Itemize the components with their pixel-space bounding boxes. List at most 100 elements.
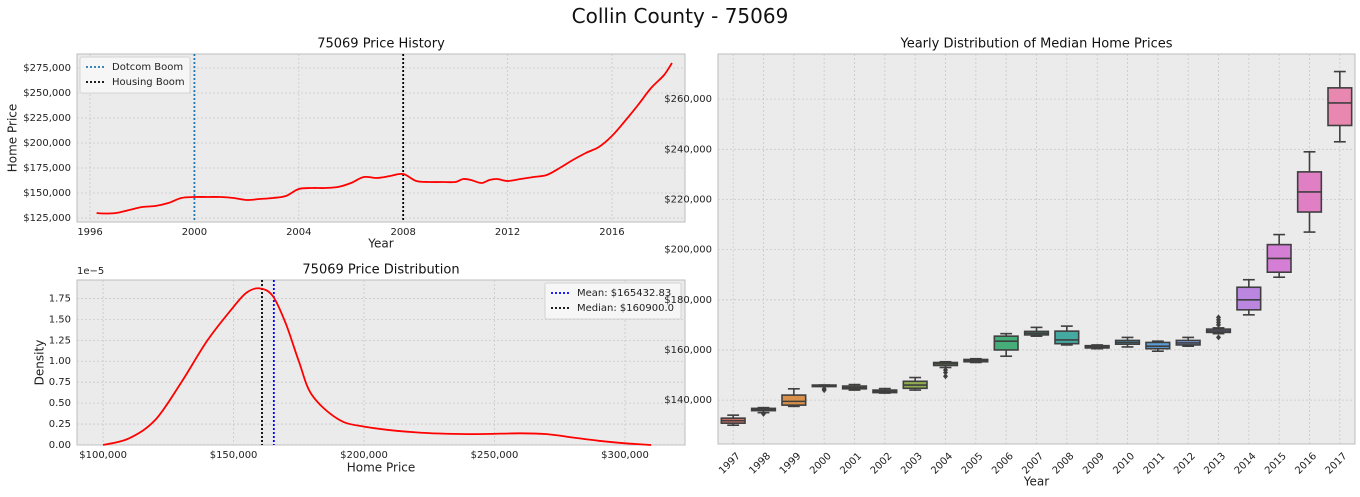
outlier-point <box>1216 314 1221 321</box>
y-tick-label: $225,000 <box>23 113 71 124</box>
box-2003 <box>902 376 928 391</box>
x-tick-label: $200,000 <box>340 450 388 461</box>
x-tick-label: $250,000 <box>471 450 519 461</box>
figure-title: Collin County - 75069 <box>571 4 789 28</box>
x-tick-label: 1999 <box>778 451 804 477</box>
box-1997 <box>720 414 746 426</box>
outlier-point <box>943 373 948 380</box>
x-axis-label: Year <box>1023 475 1049 489</box>
y-offset-label: 1e−5 <box>77 266 104 277</box>
box-1999 <box>781 388 807 408</box>
legend-box <box>544 282 682 320</box>
box-2002 <box>872 387 898 394</box>
outlier-point <box>1216 334 1221 341</box>
x-tick-label: 2004 <box>286 227 311 238</box>
x-tick-label: 2017 <box>1324 451 1350 477</box>
outlier-point <box>943 369 948 376</box>
x-axis-label: Year <box>367 237 393 251</box>
box-2001 <box>841 383 868 391</box>
x-tick-label: 2010 <box>1111 451 1137 477</box>
y-tick-label: 0.50 <box>49 398 71 409</box>
x-tick-label: 2013 <box>1202 451 1228 477</box>
x-tick-label: 2007 <box>1020 451 1046 477</box>
box-2000 <box>811 384 837 394</box>
box-2005 <box>963 357 989 364</box>
x-tick-label: 1998 <box>747 451 773 477</box>
box-2011 <box>1145 340 1171 353</box>
y-tick-label: $150,000 <box>23 188 71 199</box>
x-tick-label: 2016 <box>599 227 624 238</box>
y-axis-label: Home Price <box>6 104 20 173</box>
x-tick-label: 2016 <box>1293 451 1319 477</box>
x-tick-label: $150,000 <box>210 450 258 461</box>
y-tick-label: $240,000 <box>664 144 712 155</box>
y-tick-label: $260,000 <box>664 94 712 105</box>
legend-label: Mean: $165432.83 <box>577 288 671 299</box>
legend-label: Dotcom Boom <box>112 62 183 73</box>
box-1998 <box>750 406 777 417</box>
box-2013 <box>1205 314 1232 341</box>
box-2012 <box>1175 336 1201 347</box>
box-2006 <box>993 332 1019 358</box>
y-tick-label: $200,000 <box>664 245 712 256</box>
outlier-point <box>821 387 827 394</box>
y-tick-label: $250,000 <box>23 88 71 99</box>
x-tick-label: 2015 <box>1263 451 1289 477</box>
y-tick-label: 0.25 <box>49 419 71 430</box>
x-tick-label: 2008 <box>1051 451 1077 477</box>
y-tick-label: 1.25 <box>49 335 71 346</box>
box-2015 <box>1266 233 1292 279</box>
y-tick-label: 0.00 <box>49 440 71 451</box>
series-line <box>96 62 673 215</box>
box-2016 <box>1296 151 1323 233</box>
x-tick-label: 2012 <box>1172 451 1198 477</box>
x-tick-label: 2000 <box>808 451 834 477</box>
iqr-box <box>993 335 1019 351</box>
box-2008 <box>1054 325 1080 346</box>
y-tick-label: $220,000 <box>664 194 712 205</box>
x-tick-label: 2012 <box>495 227 520 238</box>
x-tick-label: 2004 <box>929 451 955 477</box>
x-tick-label: 2006 <box>990 451 1016 477</box>
y-tick-label: $275,000 <box>23 63 71 74</box>
box-2010 <box>1114 336 1141 348</box>
chart-title-2: Yearly Distribution of Median Home Price… <box>899 37 1172 52</box>
x-tick-label: 2008 <box>390 227 415 238</box>
x-tick-label: 2005 <box>960 451 986 477</box>
outlier-point <box>761 410 766 417</box>
chart-title-0: 75069 Price History <box>317 37 445 52</box>
y-axis-label: Density <box>33 340 47 386</box>
x-tick-label: 1997 <box>717 451 743 477</box>
x-tick-label: 2014 <box>1233 451 1259 477</box>
x-axis-label: Home Price <box>347 461 416 475</box>
y-tick-label: $180,000 <box>664 295 712 306</box>
box-2007 <box>1023 326 1050 337</box>
x-tick-label: 2003 <box>899 451 925 477</box>
legend-label: Housing Boom <box>112 77 185 88</box>
box-2014 <box>1236 278 1262 316</box>
iqr-box <box>781 394 807 406</box>
y-tick-label: $200,000 <box>23 138 71 149</box>
box-2004 <box>932 360 959 380</box>
y-tick-label: $140,000 <box>664 395 712 406</box>
x-tick-label: $100,000 <box>79 450 127 461</box>
y-tick-label: 1.75 <box>49 293 71 304</box>
box-2009 <box>1084 344 1110 350</box>
x-tick-label: $300,000 <box>601 450 649 461</box>
iqr-box <box>1054 330 1080 345</box>
x-tick-label: 2009 <box>1081 451 1107 477</box>
iqr-box <box>1236 286 1262 311</box>
x-tick-label: 2000 <box>182 227 207 238</box>
y-tick-label: 0.75 <box>49 377 71 388</box>
x-tick-label: 2001 <box>838 451 864 477</box>
y-tick-label: 1.00 <box>49 356 71 367</box>
y-tick-label: $125,000 <box>23 213 71 224</box>
x-tick-label: 2011 <box>1142 451 1168 477</box>
x-tick-label: 2002 <box>869 451 895 477</box>
x-tick-label: 1996 <box>77 227 102 238</box>
chart-title-1: 75069 Price Distribution <box>302 263 459 278</box>
y-tick-label: $160,000 <box>664 345 712 356</box>
legend-label: Median: $160900.0 <box>577 303 674 314</box>
box-2017 <box>1327 70 1353 143</box>
